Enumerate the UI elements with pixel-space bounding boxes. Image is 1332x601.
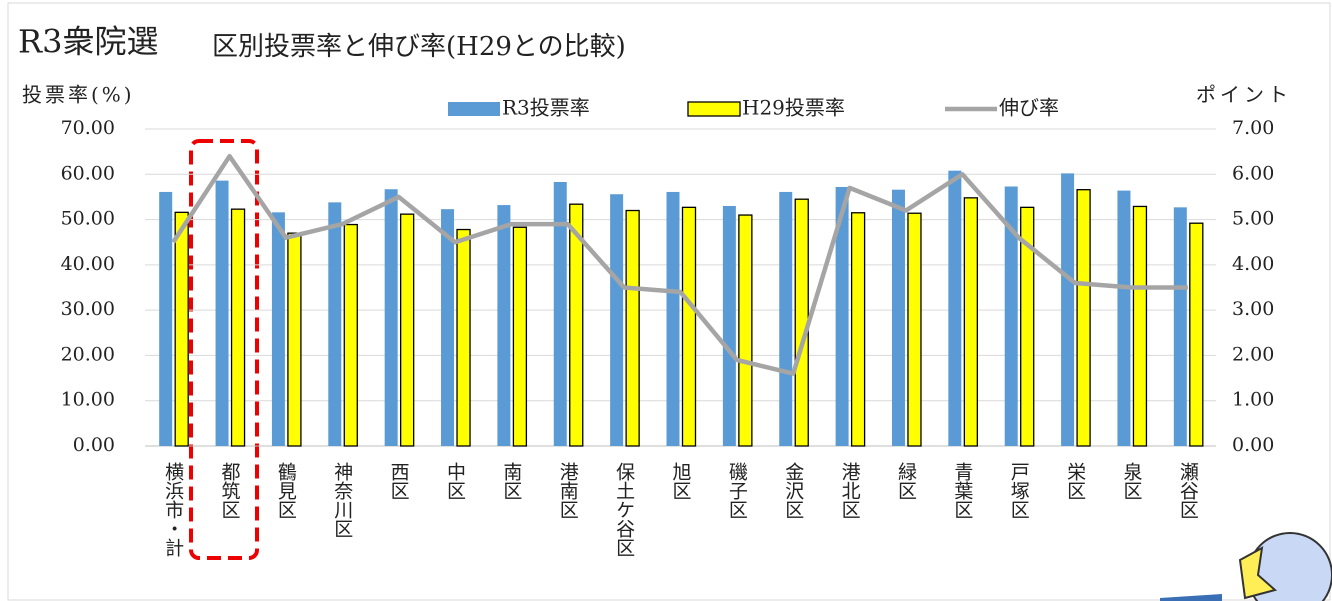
- bar: [1077, 190, 1090, 446]
- y2-tick-label: 3.00: [1232, 298, 1274, 320]
- y-tick-label: 50.00: [61, 208, 115, 230]
- y-axis-label: 投票率(%): [22, 83, 135, 107]
- legend-swatch: [448, 102, 500, 116]
- bar: [683, 207, 696, 446]
- y-tick-label: 60.00: [61, 162, 115, 184]
- bar: [175, 212, 188, 446]
- x-tick-label: 瀬谷区: [1177, 462, 1199, 519]
- bar: [908, 213, 921, 446]
- bar: [344, 225, 357, 446]
- bar: [272, 212, 285, 446]
- y2-tick-label: 0.00: [1232, 434, 1274, 456]
- chart-title: R3衆院選: [18, 23, 158, 61]
- legend-label: R3投票率: [502, 96, 590, 120]
- bar: [554, 182, 567, 446]
- bar: [739, 215, 752, 446]
- legend-label: 伸び率: [999, 96, 1059, 120]
- bar: [723, 206, 736, 446]
- x-tick-label: 鶴見区: [275, 462, 297, 519]
- bar: [328, 202, 341, 446]
- bar: [667, 192, 680, 446]
- x-tick-label: 港北区: [839, 462, 861, 519]
- bar: [779, 192, 792, 446]
- bar: [288, 233, 301, 446]
- x-tick-label: 神奈川区: [331, 462, 353, 538]
- bar: [892, 190, 905, 446]
- y-tick-label: 70.00: [61, 117, 115, 139]
- y2-tick-label: 7.00: [1232, 117, 1274, 139]
- bar: [497, 205, 510, 446]
- x-tick-label: 西区: [388, 462, 410, 500]
- x-tick-label: 青葉区: [951, 462, 973, 519]
- bar: [513, 227, 526, 446]
- bar: [795, 199, 808, 446]
- x-tick-label: 都筑区: [219, 462, 241, 519]
- x-tick-label: 緑区: [895, 462, 917, 500]
- x-tick-label: 旭区: [670, 462, 692, 500]
- chart-subtitle: 区別投票率と伸び率(H29との比較): [212, 32, 626, 62]
- x-tick-label: 中区: [444, 462, 466, 500]
- legend-label: H29投票率: [742, 96, 845, 120]
- bar: [1117, 191, 1130, 446]
- x-tick-label: 横浜市・計: [162, 462, 184, 557]
- bar: [216, 181, 229, 446]
- bar: [401, 214, 414, 446]
- bar: [1190, 223, 1203, 446]
- y2-tick-label: 2.00: [1232, 343, 1274, 365]
- x-tick-label: 金沢区: [782, 462, 804, 519]
- y-tick-label: 30.00: [61, 298, 115, 320]
- bar: [159, 192, 172, 446]
- x-tick-label: 保土ケ谷区: [613, 462, 635, 557]
- y2-tick-label: 1.00: [1232, 389, 1274, 411]
- y-tick-label: 10.00: [61, 389, 115, 411]
- bar: [626, 211, 639, 446]
- bar: [852, 213, 865, 446]
- bar: [964, 198, 977, 446]
- bar: [1133, 206, 1146, 446]
- x-tick-label: 港南区: [557, 462, 579, 519]
- bar: [457, 230, 470, 446]
- x-tick-label: 栄区: [1064, 462, 1086, 500]
- y2-axis-label: ポイント: [1196, 83, 1292, 107]
- y2-tick-label: 4.00: [1232, 253, 1274, 275]
- x-tick-label: 磯子区: [726, 462, 748, 519]
- y-tick-label: 0.00: [73, 434, 115, 456]
- y-tick-label: 20.00: [61, 343, 115, 365]
- bar: [441, 209, 454, 446]
- bar: [385, 189, 398, 446]
- bar: [948, 171, 961, 446]
- y-tick-label: 40.00: [61, 253, 115, 275]
- x-tick-label: 戸塚区: [1008, 462, 1030, 519]
- y2-tick-label: 5.00: [1232, 208, 1274, 230]
- x-tick-label: 南区: [500, 462, 522, 500]
- legend-swatch: [688, 102, 740, 116]
- bar: [1061, 173, 1074, 446]
- bar: [232, 209, 245, 446]
- x-tick-label: 泉区: [1120, 462, 1142, 500]
- y2-tick-label: 6.00: [1232, 162, 1274, 184]
- bar: [1174, 207, 1187, 446]
- bar: [610, 194, 623, 446]
- chart: R3衆院選 区別投票率と伸び率(H29との比較) 投票率(%) ポイント 0.0…: [0, 0, 1332, 601]
